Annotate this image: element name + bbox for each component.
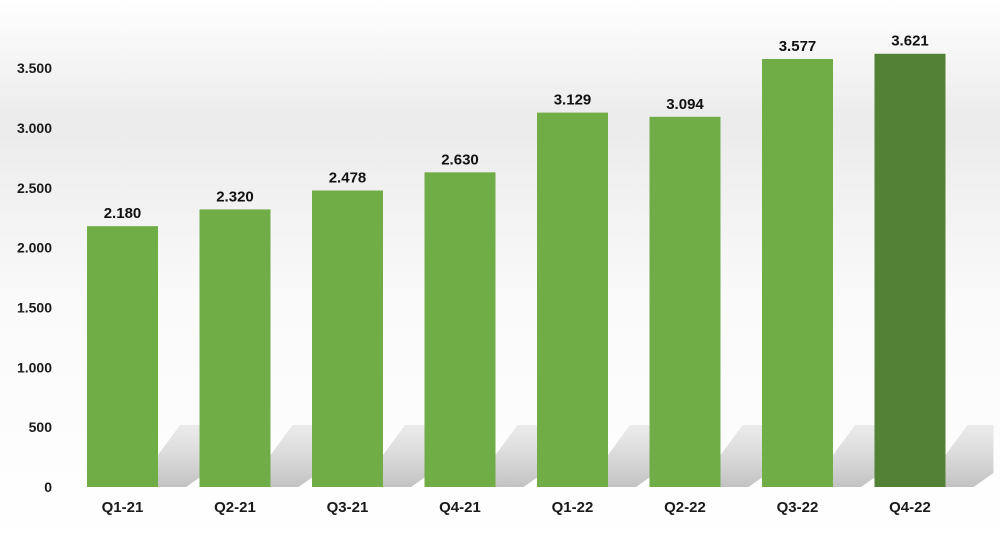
bar	[874, 53, 946, 488]
data-label: 2.320	[216, 188, 254, 205]
bar-shadow	[608, 425, 656, 487]
x-tick-label: Q3-22	[777, 499, 819, 516]
bar	[312, 190, 383, 487]
bar	[87, 226, 158, 487]
x-tick-label: Q2-21	[214, 499, 256, 516]
y-tick-label: 3.000	[17, 120, 52, 136]
y-tick-label: 1.000	[17, 359, 52, 375]
bar-shadow	[158, 425, 206, 487]
bar-shadow	[833, 425, 881, 487]
bar-shadow	[270, 425, 319, 487]
y-axis: 0 500 1.000 1.500 2.000 2.500 3.000 3.500	[17, 60, 52, 495]
bars	[87, 53, 946, 488]
y-tick-label: 0	[44, 479, 52, 495]
bar-shadow	[720, 425, 769, 487]
y-tick-label: 500	[29, 419, 53, 435]
data-label: 3.129	[554, 92, 592, 109]
bar-shadow	[945, 425, 994, 487]
bar	[537, 112, 608, 488]
y-tick-label: 3.500	[17, 60, 52, 76]
bar	[649, 116, 721, 487]
y-tick-label: 2.000	[17, 240, 52, 256]
data-label: 3.094	[666, 96, 704, 113]
data-label: 3.577	[779, 38, 817, 55]
data-label: 3.621	[891, 33, 929, 50]
data-label: 2.630	[441, 151, 479, 168]
bar	[424, 172, 496, 487]
data-labels: 2.180 2.320 2.478 2.630 3.129 3.094 3.577 3.621	[104, 33, 929, 222]
data-label: 2.180	[104, 205, 142, 222]
x-axis: Q1-21 Q2-21 Q3-21 Q4-21 Q1-22 Q2-22 Q3-22 Q4-22	[102, 499, 931, 516]
x-tick-label: Q4-22	[889, 499, 931, 516]
bar-shadows	[158, 425, 994, 487]
bar	[762, 59, 833, 487]
x-tick-label: Q1-22	[552, 499, 594, 516]
bar-shadow	[495, 425, 544, 487]
x-tick-label: Q1-21	[102, 499, 144, 516]
bar	[199, 209, 271, 488]
y-tick-label: 1.500	[17, 300, 52, 316]
x-tick-label: Q3-21	[327, 499, 369, 516]
x-tick-label: Q4-21	[439, 499, 481, 516]
bar-shadow	[383, 425, 431, 487]
y-tick-label: 2.500	[17, 180, 52, 196]
x-tick-label: Q2-22	[664, 499, 706, 516]
data-label: 2.478	[329, 170, 367, 187]
